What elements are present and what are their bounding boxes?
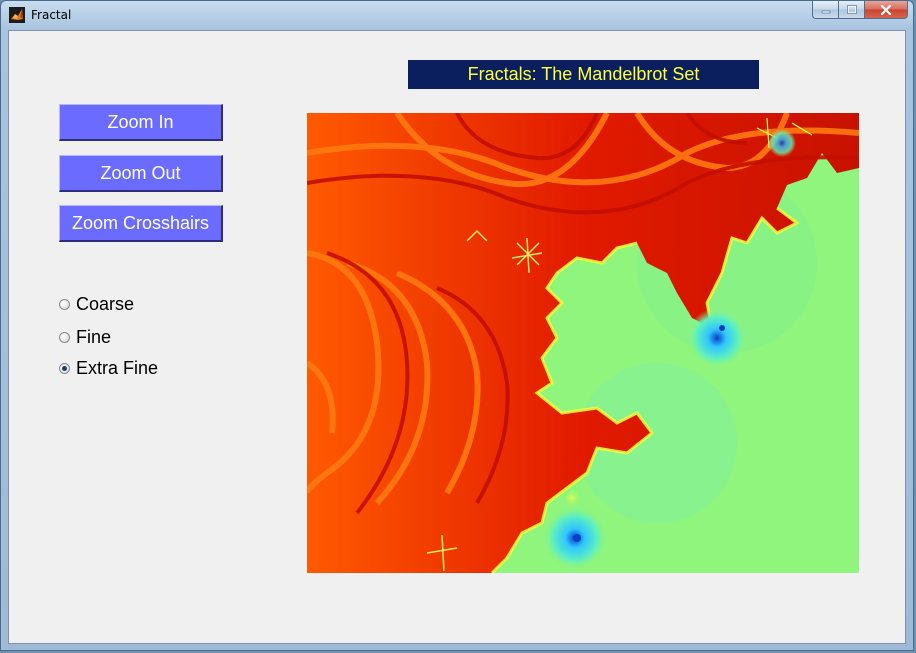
matlab-logo-icon xyxy=(9,7,25,23)
figure-client-area: Fractals: The Mandelbrot Set Zoom In Zoo… xyxy=(8,30,906,644)
zoom-out-button[interactable]: Zoom Out xyxy=(59,155,223,192)
radio-button-selected[interactable] xyxy=(59,362,70,374)
close-button[interactable] xyxy=(864,1,908,19)
zoom-crosshairs-button[interactable]: Zoom Crosshairs xyxy=(59,205,223,242)
window-title: Fractal xyxy=(31,8,72,22)
radio-button[interactable] xyxy=(59,331,70,343)
minimize-button[interactable] xyxy=(812,1,838,19)
radio-extra-fine[interactable]: Extra Fine xyxy=(59,357,158,379)
maximize-icon xyxy=(846,4,857,14)
window-controls xyxy=(812,1,908,21)
page-title: Fractals: The Mandelbrot Set xyxy=(408,60,759,89)
title-bar[interactable]: Fractal xyxy=(1,1,913,29)
radio-fine[interactable]: Fine xyxy=(59,326,111,348)
radio-label-fine: Fine xyxy=(76,326,112,347)
zoom-in-button[interactable]: Zoom In xyxy=(59,104,223,141)
radio-label-extra-fine: Extra Fine xyxy=(76,357,159,378)
minimize-icon xyxy=(821,10,830,13)
fractal-image xyxy=(307,113,859,573)
maximize-button[interactable] xyxy=(838,1,864,19)
close-icon xyxy=(880,4,892,15)
radio-button[interactable] xyxy=(59,298,70,310)
mandelbrot-plot[interactable] xyxy=(307,113,859,573)
radio-label-coarse: Coarse xyxy=(76,293,135,314)
escape-region xyxy=(307,113,859,573)
radio-coarse[interactable]: Coarse xyxy=(59,293,134,315)
